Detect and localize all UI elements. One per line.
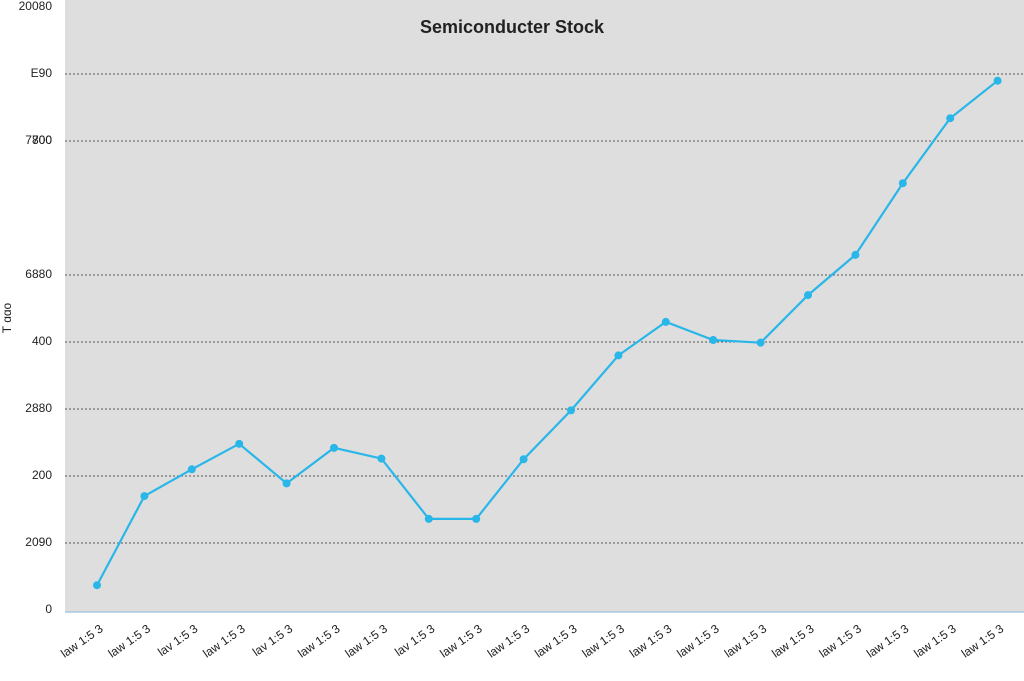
chart-title: Semiconducter Stock bbox=[420, 17, 605, 37]
x-tick-label: law 1:5 3 bbox=[485, 621, 533, 660]
point bbox=[235, 439, 244, 448]
point bbox=[519, 455, 528, 464]
x-tick-label: law 1:5 3 bbox=[864, 621, 912, 660]
y-tick-label: 6880 bbox=[25, 267, 52, 281]
y-tick-label: 2880 bbox=[25, 401, 52, 415]
point bbox=[472, 514, 481, 523]
x-tick-label: law 1:5 3 bbox=[532, 621, 580, 660]
x-tick-label: law 1:5 3 bbox=[959, 621, 1007, 660]
point bbox=[756, 338, 765, 347]
point bbox=[946, 114, 955, 123]
x-tick-label: law 1:5 3 bbox=[106, 621, 154, 660]
plot-area bbox=[65, 0, 1024, 612]
point bbox=[614, 351, 623, 360]
x-tick-label: lav 1:5 3 bbox=[392, 621, 437, 659]
point bbox=[898, 179, 907, 188]
line bbox=[96, 79, 999, 586]
y-tick-label: 20080 bbox=[19, 0, 53, 13]
x-tick-label: law 1:5 3 bbox=[580, 621, 628, 660]
point bbox=[661, 317, 670, 326]
y-axis-label: T ɑɑo bbox=[0, 302, 14, 333]
point bbox=[140, 492, 149, 501]
y-tick-label: 400 bbox=[32, 334, 52, 348]
x-tick-label: law 1:5 3 bbox=[627, 621, 675, 660]
x-tick-label: law 1:5 3 bbox=[343, 621, 391, 660]
point bbox=[282, 479, 291, 488]
point bbox=[330, 443, 338, 452]
x-tick-label: law 1:5 3 bbox=[769, 621, 817, 660]
y-tick-label: 200 bbox=[32, 468, 52, 482]
point bbox=[187, 465, 196, 474]
y-tick-label: 700 bbox=[32, 133, 52, 147]
x-tick-label: law 1:5 3 bbox=[674, 621, 722, 660]
y-tick-label: 2090 bbox=[25, 535, 52, 549]
point bbox=[804, 291, 812, 300]
point bbox=[93, 581, 101, 590]
point bbox=[424, 514, 433, 523]
y-tick-label: E90 bbox=[31, 66, 53, 80]
x-tick-label: law 1:5 3 bbox=[817, 621, 865, 660]
y-tick-label: 0 bbox=[45, 602, 52, 616]
x-tick-label: lav 1:5 3 bbox=[250, 621, 295, 659]
x-tick-label: law 1:5 3 bbox=[722, 621, 770, 660]
point bbox=[567, 406, 575, 415]
x-tick-label: law 1:5 3 bbox=[437, 621, 485, 660]
x-tick-label: law 1:5 3 bbox=[295, 621, 343, 660]
point bbox=[851, 250, 860, 259]
x-tick-label: lav 1:5 3 bbox=[155, 621, 200, 659]
x-tick-label: law 1:5 3 bbox=[58, 621, 106, 660]
point bbox=[377, 454, 386, 463]
x-tick-label: law 1:5 3 bbox=[911, 621, 959, 660]
y-tick-label: 7800 bbox=[25, 133, 52, 147]
point bbox=[993, 76, 1002, 85]
point bbox=[709, 335, 718, 344]
x-tick-label: law 1:5 3 bbox=[200, 621, 248, 660]
